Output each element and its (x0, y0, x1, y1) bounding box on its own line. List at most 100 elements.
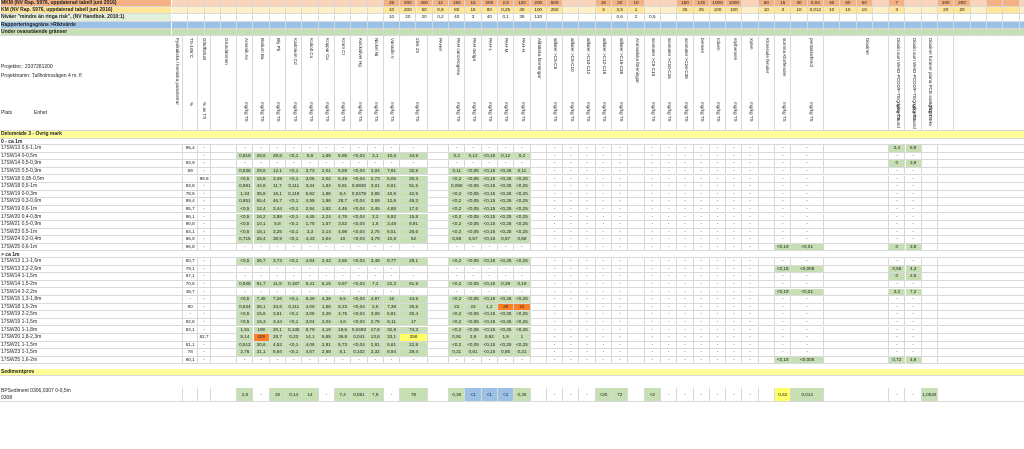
table-cell: - (351, 288, 368, 296)
table-cell: - (580, 318, 596, 326)
table-cell (759, 213, 776, 221)
table-cell (531, 356, 547, 364)
table-cell: - (645, 296, 661, 303)
table-cell: 3,44 (269, 205, 287, 213)
table-cell (628, 228, 645, 236)
std-cell: 50 (416, 7, 433, 14)
table-cell: 8,91 (335, 183, 352, 190)
table-cell: - (449, 145, 466, 152)
header-cell (677, 36, 694, 130)
table-cell: - (254, 387, 270, 401)
table-cell (211, 311, 238, 318)
table-cell: <0,05 (465, 280, 482, 288)
table-row: 17SW13 0,6-1,1m 95,4- - - - - - - - - - - - - - - - - - - - -… (0, 145, 1024, 153)
table-cell: 7,81 (383, 167, 401, 175)
table-cell (211, 296, 238, 303)
header-cell (449, 36, 466, 130)
std-cell (400, 21, 417, 28)
table-cell (628, 311, 645, 318)
table-cell: - (596, 228, 613, 236)
table-cell: - (580, 213, 596, 221)
table-cell (211, 213, 238, 221)
std-band (172, 21, 1024, 28)
std-cell (351, 7, 368, 14)
table-cell: - (775, 183, 792, 190)
table-cell: 32,9 (400, 167, 428, 175)
table-cell: - (302, 265, 319, 273)
table-cell (628, 280, 645, 288)
table-cell: - (661, 221, 678, 228)
table-cell (759, 280, 776, 288)
table-cell (922, 160, 939, 167)
table-cell: - (482, 145, 498, 152)
table-cell: - (694, 167, 710, 175)
table-cell: 4,8 (905, 356, 922, 364)
table-cell: <0,05 (465, 221, 482, 228)
table-cell: <0,006 (791, 265, 824, 273)
table-cell: - (645, 198, 661, 205)
std-cell: 15 (465, 7, 482, 14)
table-cell: 31,1 (253, 349, 270, 356)
table-cell: 0,56 (889, 265, 906, 273)
table-cell (824, 183, 890, 190)
table-cell: 3,34 (302, 183, 319, 190)
header-title: Vanadin V (390, 38, 396, 59)
table-cell: - (612, 221, 629, 228)
table-cell: <0,04 (351, 175, 368, 183)
table-cell: 29,5 (400, 303, 428, 311)
table-cell: 30,6 (253, 341, 270, 349)
table-cell: - (661, 356, 678, 364)
table-cell: - (547, 318, 564, 326)
header-cell (384, 36, 401, 130)
table-cell: <0,05 (465, 175, 482, 183)
table-cell: - (596, 296, 613, 303)
table-cell: 46,7 (269, 198, 287, 205)
table-cell: - (547, 387, 564, 401)
table-row: 17SW18 0,5-1m 93,8-0,681 44,8 11,7 0,111 3,34… (0, 183, 1024, 191)
table-cell: - (775, 167, 792, 175)
table-cell: - (198, 311, 212, 318)
table-cell: <0,25 (514, 341, 531, 349)
table-cell: - (889, 236, 906, 243)
table-cell: - (596, 243, 613, 251)
table-cell: <0,04 (351, 311, 368, 318)
header-cell (270, 36, 287, 130)
table-cell: - (612, 205, 629, 213)
table-row: BPSediment 0306,0307 0-0,5m 0308 2,9-19 0,1… (0, 387, 1024, 402)
std-cell (188, 7, 205, 14)
std-cell (645, 7, 661, 14)
table-cell: - (906, 334, 922, 341)
table-cell: 4,67 (302, 349, 319, 356)
table-cell (759, 205, 776, 213)
table-cell: - (198, 228, 212, 236)
header-title: PAH-L (488, 38, 494, 52)
sample-id: 17SW15 0,5-0,9m (1, 167, 42, 174)
table-cell: - (335, 288, 352, 296)
table-cell (628, 326, 645, 334)
table-cell: - (906, 296, 922, 303)
table-cell: - (580, 152, 596, 160)
table-cell: - (319, 356, 335, 364)
table-cell: <0,25 (514, 190, 531, 198)
std-cell: 200 (400, 0, 417, 7)
std-cell (938, 21, 955, 28)
std-cell (580, 28, 596, 35)
table-cell: <0,04 (351, 280, 368, 288)
table-cell: - (889, 296, 906, 303)
table-cell: - (661, 341, 678, 349)
table-cell: - (563, 228, 580, 236)
table-cell (531, 243, 547, 251)
table-cell (759, 311, 776, 318)
table-cell: - (351, 145, 368, 152)
table-cell: - (791, 145, 824, 152)
header-unit: mg/kg TS (683, 102, 689, 122)
table-cell: - (198, 349, 212, 356)
table-cell: <0,1 (286, 213, 303, 221)
table-cell (428, 243, 450, 251)
std-cell (661, 0, 678, 7)
header-cell (319, 36, 335, 130)
table-cell: - (368, 145, 384, 152)
table-cell: - (514, 160, 531, 167)
table-cell: 1,6 (367, 221, 384, 228)
std-cell (661, 7, 678, 14)
